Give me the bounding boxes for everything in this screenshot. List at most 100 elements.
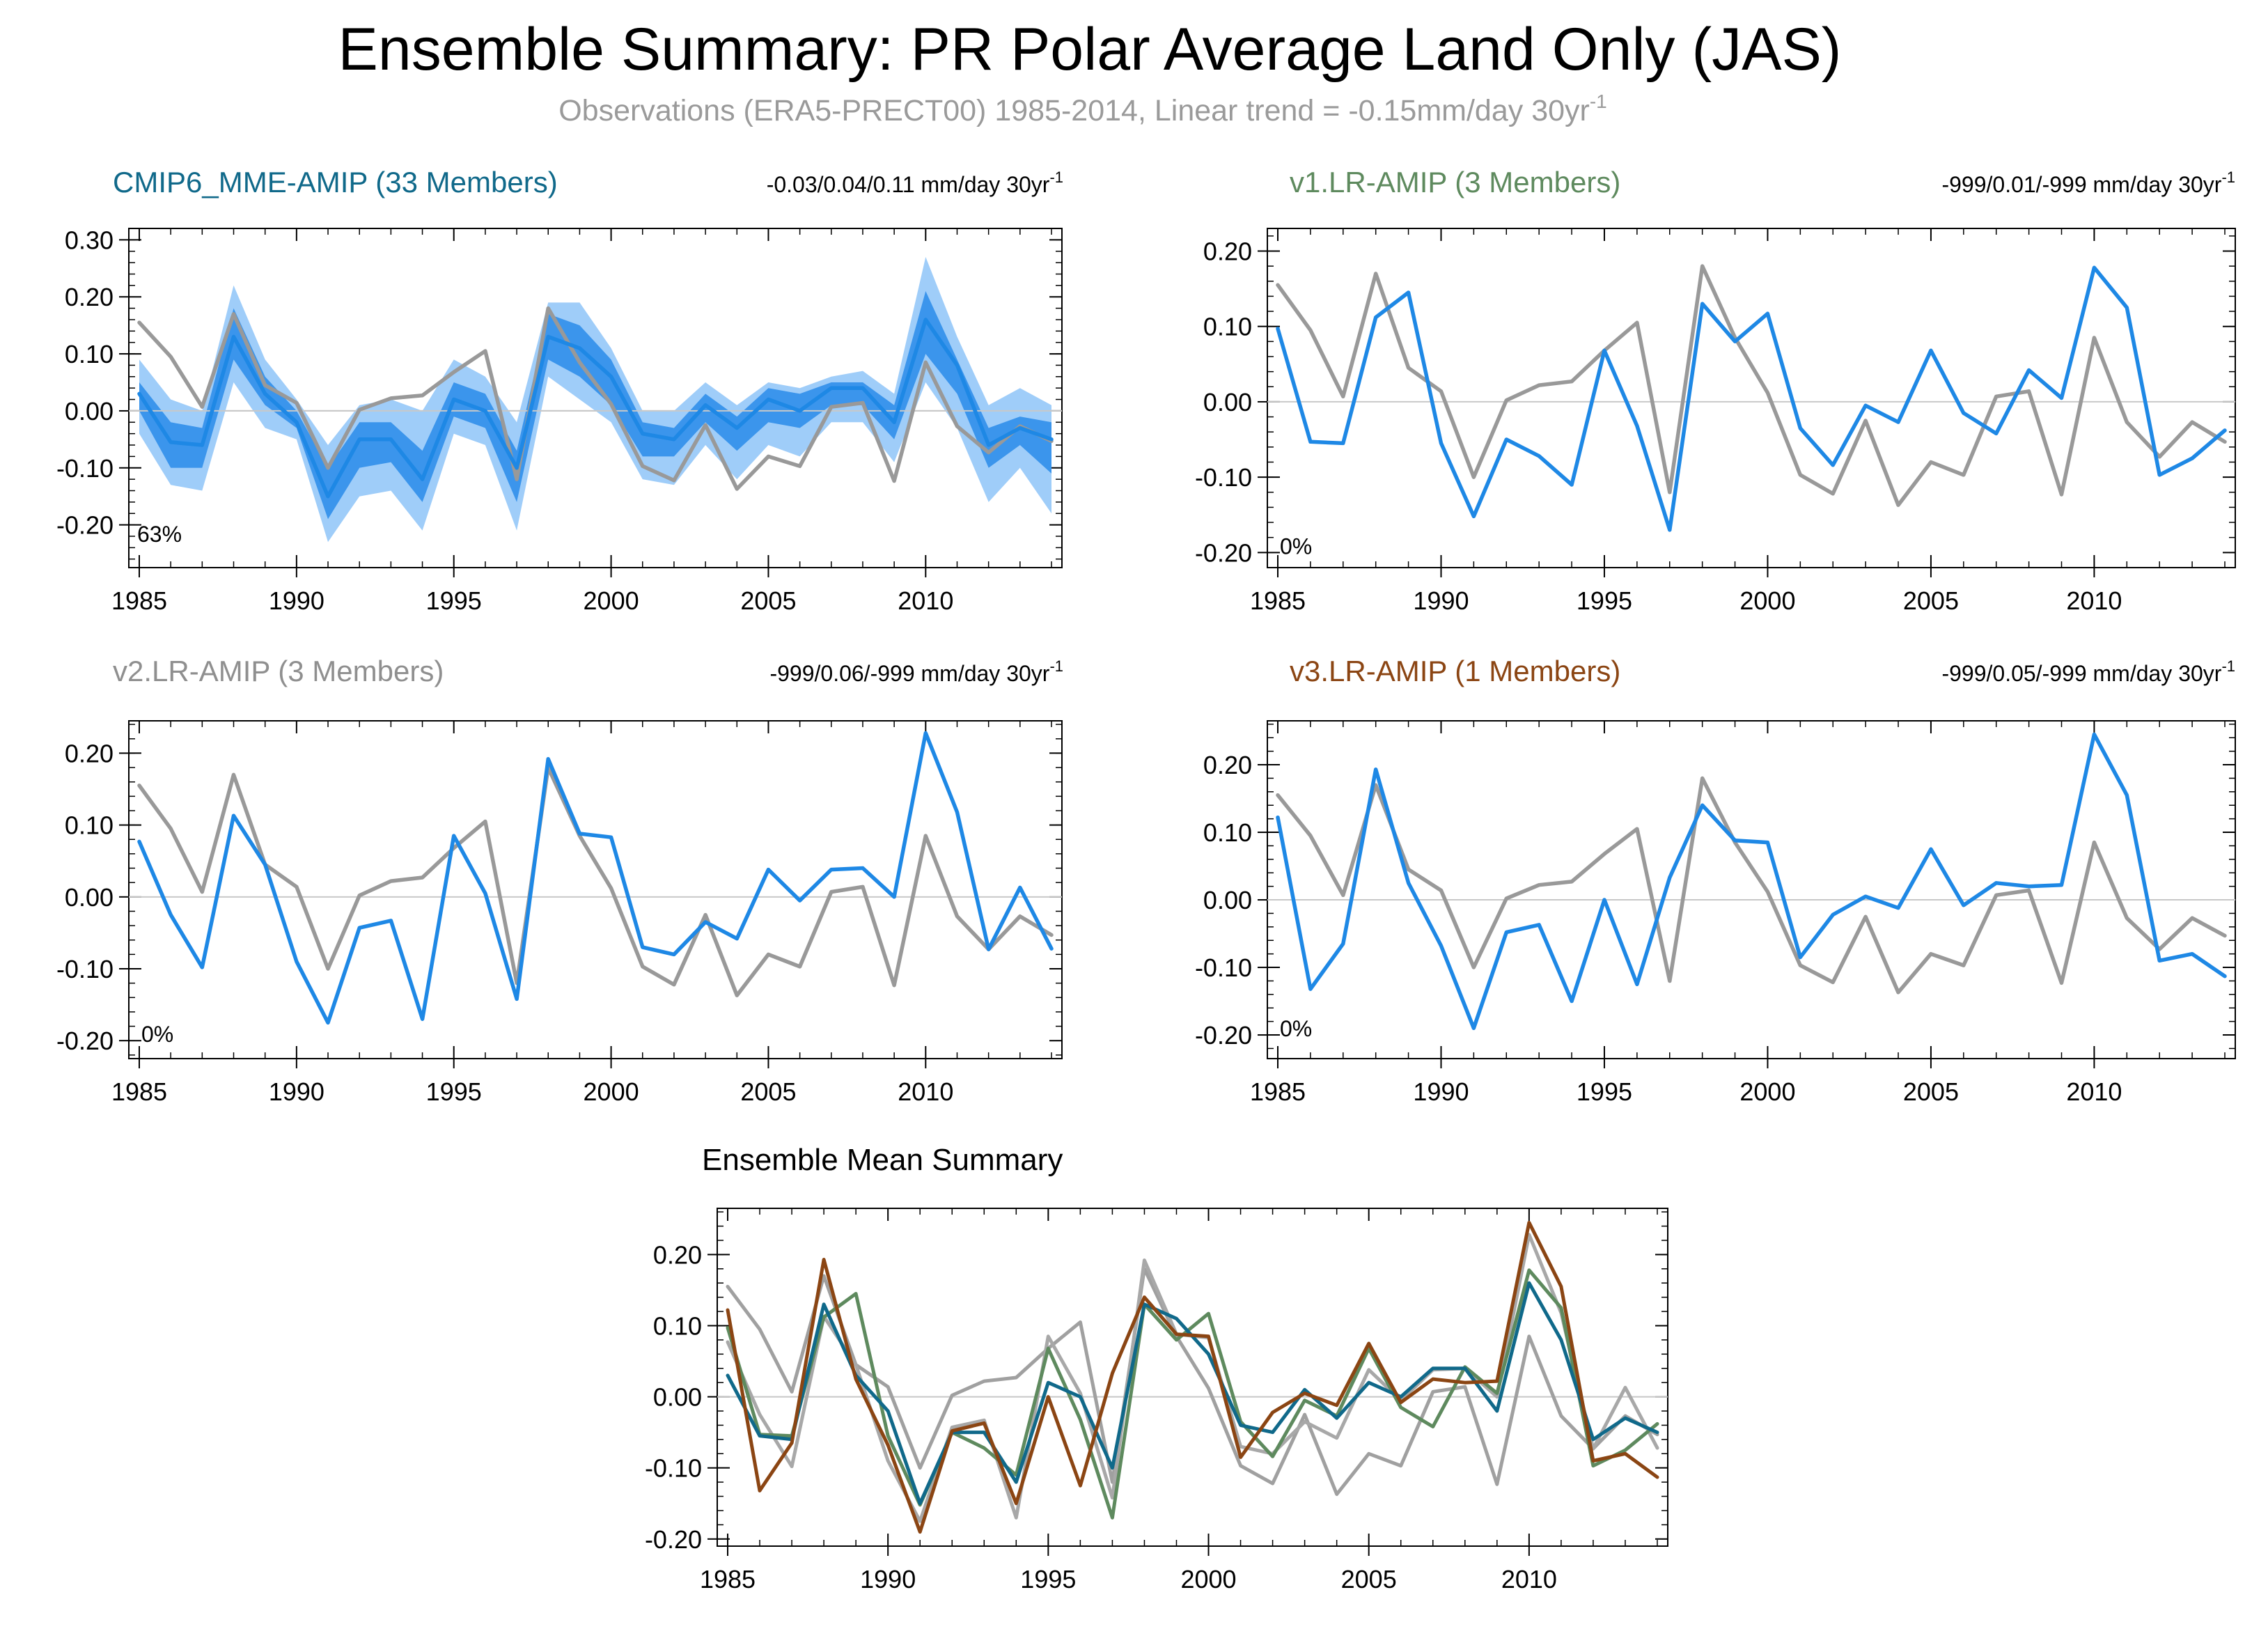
y-tick-label: 0.00 (1203, 388, 1252, 416)
x-tick-label: 1990 (1413, 1077, 1469, 1106)
x-tick-label: 2000 (1739, 1077, 1795, 1106)
panel-ensmean: Ensemble Mean Summary 0.20 0.10 0.00 -0.10 -0… (645, 1143, 1668, 1593)
y-tick-label: 0.30 (65, 226, 114, 254)
x-tick-label: 2010 (1501, 1565, 1557, 1593)
x-tick-label: 2010 (2066, 586, 2122, 615)
trend-main: -999/0.01/-999 mm/day 30yr (1941, 172, 2221, 197)
figure-title: Ensemble Summary: PR Polar Average Land … (338, 16, 1842, 83)
x-tick-label: 2005 (1903, 586, 1959, 615)
plot-frame-v3 (1267, 720, 2236, 1059)
percent-label-v2: 0% (141, 1022, 173, 1047)
series-line-observations (137, 765, 1054, 997)
x-tick-label: 1995 (426, 1077, 482, 1106)
panel-v3: v3.LR-AMIP (1 Members) -999/0.05/-999 mm/… (1195, 655, 2236, 1106)
plot-frame-v1 (1267, 228, 2236, 568)
y-tick-label: 0.20 (653, 1240, 702, 1269)
trend-label-cmip6: -0.03/0.04/0.11 mm/day 30yr-1 (767, 169, 1063, 197)
x-tick-label: 1985 (111, 1077, 167, 1106)
plot-frame-cmip6 (128, 228, 1063, 568)
y-tick-label: 0.20 (65, 739, 114, 767)
series-line-v3-lr-amip (1276, 732, 2227, 1031)
y-tick-label: -0.20 (56, 511, 114, 540)
y-tick-label: 0.10 (1203, 313, 1252, 341)
x-tick-label: 1990 (269, 586, 324, 615)
percent-label-cmip6: 63% (137, 522, 182, 547)
y-tick-label: -0.10 (1195, 953, 1252, 982)
x-tick-label: 1990 (269, 1077, 324, 1106)
figure-subtitle-sup: -1 (1590, 91, 1607, 112)
y-tick-label: -0.20 (645, 1525, 702, 1554)
trend-sup: -1 (1049, 169, 1063, 186)
panel-title-ensmean: Ensemble Mean Summary (702, 1143, 1063, 1177)
series-line-v3-lr-amip (726, 1220, 1659, 1534)
series-line-observations (1276, 264, 2227, 507)
x-tick-label: 2005 (740, 1077, 796, 1106)
x-tick-label: 2005 (1903, 1077, 1959, 1106)
panel-title-v1: v1.LR-AMIP (3 Members) (1290, 166, 1620, 198)
panel-title-cmip6: CMIP6_MME-AMIP (33 Members) (113, 166, 558, 198)
spread-band-outer (139, 256, 1051, 543)
x-tick-label: 1995 (426, 586, 482, 615)
trend-main: -999/0.05/-999 mm/day 30yr (1941, 661, 2221, 686)
y-tick-label: 0.10 (65, 340, 114, 368)
y-tick-label: 0.00 (65, 397, 114, 426)
panels-group: CMIP6_MME-AMIP (33 Members) -0.03/0.04/0.… (56, 166, 2236, 1593)
x-tick-label: 1985 (111, 586, 167, 615)
y-tick-label: 0.20 (1203, 751, 1252, 779)
y-tick-label: 0.00 (1203, 886, 1252, 914)
x-tick-label: 1990 (1413, 586, 1469, 615)
panel-v1: v1.LR-AMIP (3 Members) -999/0.01/-999 mm/… (1195, 166, 2236, 615)
series-line-observations (1276, 776, 2227, 995)
x-tick-label: 1995 (1577, 1077, 1632, 1106)
x-tick-label: 1995 (1577, 586, 1632, 615)
trend-sup: -1 (1049, 657, 1063, 675)
y-tick-label: -0.10 (645, 1454, 702, 1483)
trend-label-v3: -999/0.05/-999 mm/day 30yr-1 (1941, 657, 2235, 686)
series-line-observations (726, 1267, 1659, 1496)
trend-main: -999/0.06/-999 mm/day 30yr (769, 661, 1049, 686)
trend-label-v1: -999/0.01/-999 mm/day 30yr-1 (1941, 169, 2235, 197)
x-tick-label: 2000 (584, 1077, 639, 1106)
x-tick-label: 2000 (1180, 1565, 1236, 1593)
percent-label-v3: 0% (1280, 1016, 1312, 1041)
y-tick-label: 0.10 (653, 1311, 702, 1340)
panel-title-v3: v3.LR-AMIP (1 Members) (1290, 655, 1620, 687)
y-tick-label: -0.20 (56, 1027, 114, 1055)
x-tick-label: 2000 (1739, 586, 1795, 615)
x-tick-label: 2010 (898, 586, 953, 615)
plot-frame-v2 (128, 720, 1063, 1059)
x-tick-label: 1990 (860, 1565, 916, 1593)
percent-label-v1: 0% (1280, 533, 1312, 559)
panel-title-v2: v2.LR-AMIP (3 Members) (113, 655, 444, 687)
y-tick-label: 0.10 (65, 811, 114, 840)
y-tick-label: -0.20 (1195, 538, 1252, 567)
x-tick-label: 1985 (1250, 1077, 1306, 1106)
x-tick-label: 2005 (740, 586, 796, 615)
trend-sup: -1 (2221, 657, 2235, 675)
series-line-cmip6-mme-amip (137, 318, 1054, 499)
y-tick-label: -0.20 (1195, 1021, 1252, 1050)
x-tick-label: 2010 (2066, 1077, 2122, 1106)
y-tick-label: 0.10 (1203, 818, 1252, 847)
panel-cmip6: CMIP6_MME-AMIP (33 Members) -0.03/0.04/0.… (56, 166, 1063, 615)
spread-band-inner (139, 291, 1051, 520)
x-tick-label: 2010 (898, 1077, 953, 1106)
y-tick-label: 0.00 (65, 883, 114, 912)
y-tick-label: 0.20 (1203, 237, 1252, 265)
trend-sup: -1 (2221, 169, 2235, 186)
figure-subtitle-main: Observations (ERA5-PRECT00) 1985-2014, L… (558, 94, 1590, 127)
series-line-v1-lr-amip (726, 1268, 1659, 1520)
y-tick-label: -0.10 (56, 454, 114, 483)
x-tick-label: 2000 (584, 586, 639, 615)
plot-frame-ensmean (717, 1208, 1668, 1547)
series-line-v1-lr-amip (1276, 265, 2227, 532)
y-tick-label: 0.20 (65, 283, 114, 311)
x-tick-label: 1985 (700, 1565, 756, 1593)
trend-main: -0.03/0.04/0.11 mm/day 30yr (767, 172, 1050, 197)
y-tick-label: -0.10 (1195, 463, 1252, 492)
panel-v2: v2.LR-AMIP (3 Members) -999/0.06/-999 mm/… (56, 655, 1063, 1106)
series-line-v2-lr-amip (137, 731, 1054, 1025)
series-line-observations (137, 306, 1054, 491)
x-tick-label: 1995 (1020, 1565, 1076, 1593)
